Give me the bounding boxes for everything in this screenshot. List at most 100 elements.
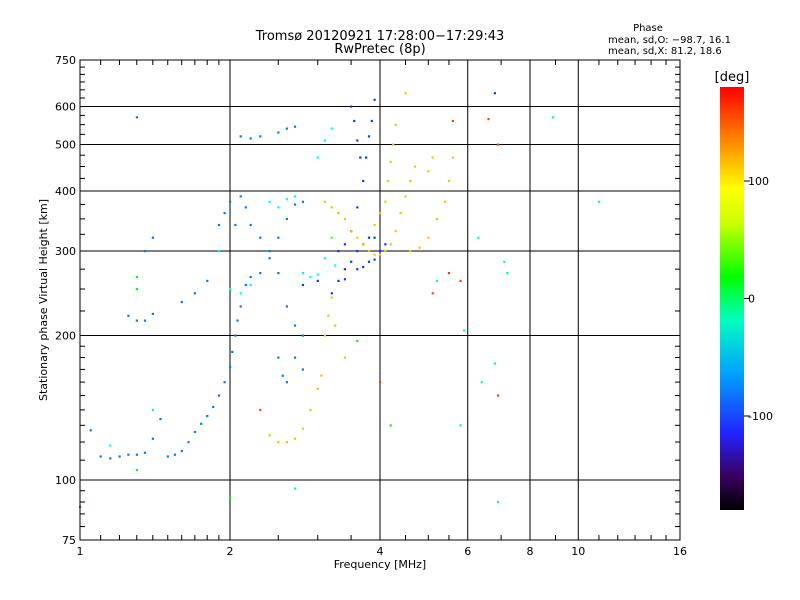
chart-subtitle: RwPretec (8p) [334, 42, 425, 57]
colorbar [720, 87, 744, 510]
data-point [334, 324, 337, 327]
data-point [293, 356, 297, 359]
data-point [497, 501, 500, 504]
x-axis-label: Frequency [MHz] [334, 558, 426, 571]
data-point [447, 179, 451, 183]
data-point [166, 455, 169, 458]
data-point [217, 250, 221, 253]
data-point [309, 275, 312, 279]
y-tick-label: 75 [62, 534, 76, 547]
data-point [451, 119, 454, 123]
data-point [337, 279, 340, 282]
data-point [301, 200, 304, 203]
phase-box-title: Phase [633, 23, 663, 34]
data-point [387, 179, 390, 183]
data-point [239, 292, 242, 295]
data-point [89, 429, 92, 432]
data-points [79, 92, 601, 508]
data-point [151, 408, 154, 412]
data-point [362, 179, 365, 183]
data-point [443, 200, 447, 203]
data-point [239, 195, 242, 198]
data-point [337, 250, 340, 253]
data-point [285, 127, 288, 130]
data-point [365, 156, 368, 159]
data-point [316, 279, 319, 282]
colorbar-ticks: 100 0 -100 [744, 175, 773, 423]
data-point [268, 250, 271, 253]
data-point [337, 212, 340, 215]
data-point [359, 156, 362, 159]
data-point [118, 455, 121, 458]
y-tick-label: 400 [55, 185, 76, 198]
data-point [356, 339, 359, 342]
data-point [447, 272, 451, 275]
data-point [206, 414, 209, 418]
data-point [350, 105, 353, 108]
data-point [277, 356, 280, 359]
data-point [435, 279, 438, 282]
data-point [320, 374, 323, 377]
data-point [350, 260, 353, 263]
data-point [277, 441, 280, 444]
data-point [497, 143, 500, 146]
data-point [389, 243, 392, 246]
x-tick-label: 10 [571, 545, 585, 558]
data-point [343, 268, 346, 271]
x-tick-label: 6 [464, 545, 471, 558]
data-point [316, 273, 319, 276]
x-tick-label: 2 [227, 545, 234, 558]
data-point [99, 455, 102, 458]
data-point [418, 246, 421, 249]
data-point [343, 243, 346, 246]
data-point [301, 427, 304, 430]
data-point [135, 288, 138, 291]
data-point [277, 272, 280, 275]
data-point [151, 437, 154, 440]
data-point [503, 260, 506, 263]
data-point [285, 305, 288, 308]
data-point [223, 212, 226, 215]
data-point [404, 195, 407, 198]
data-point [350, 230, 353, 233]
data-point [480, 381, 483, 384]
data-point [217, 223, 221, 227]
y-tick-label: 100 [55, 474, 76, 487]
data-point [277, 131, 280, 134]
data-point [330, 127, 333, 130]
x-tick-label: 1 [77, 545, 84, 558]
colorbar-tick-label: 0 [748, 293, 755, 306]
data-point [367, 250, 371, 253]
data-point [127, 314, 130, 317]
data-point [229, 200, 232, 203]
data-point [379, 250, 382, 253]
data-point [217, 394, 221, 397]
data-point [497, 394, 500, 397]
data-point [193, 430, 196, 434]
data-point [373, 236, 376, 239]
data-point [301, 283, 304, 287]
data-point [293, 437, 297, 440]
data-point [127, 453, 130, 456]
data-point [293, 203, 297, 206]
plot-frame [79, 59, 681, 541]
data-point [234, 334, 237, 337]
data-point [173, 453, 176, 456]
data-point [431, 292, 434, 295]
data-point [143, 451, 147, 454]
data-point [323, 139, 326, 142]
data-point [301, 368, 304, 371]
data-point [281, 374, 284, 377]
data-point [367, 260, 371, 263]
data-point [293, 487, 297, 490]
data-point [109, 457, 112, 460]
data-point [249, 223, 252, 227]
data-point [285, 441, 288, 444]
data-point [151, 236, 154, 239]
y-tick-label: 300 [55, 245, 76, 258]
data-point [239, 305, 242, 308]
grid-lines [79, 59, 681, 541]
data-point [135, 319, 138, 322]
data-point [399, 212, 402, 215]
